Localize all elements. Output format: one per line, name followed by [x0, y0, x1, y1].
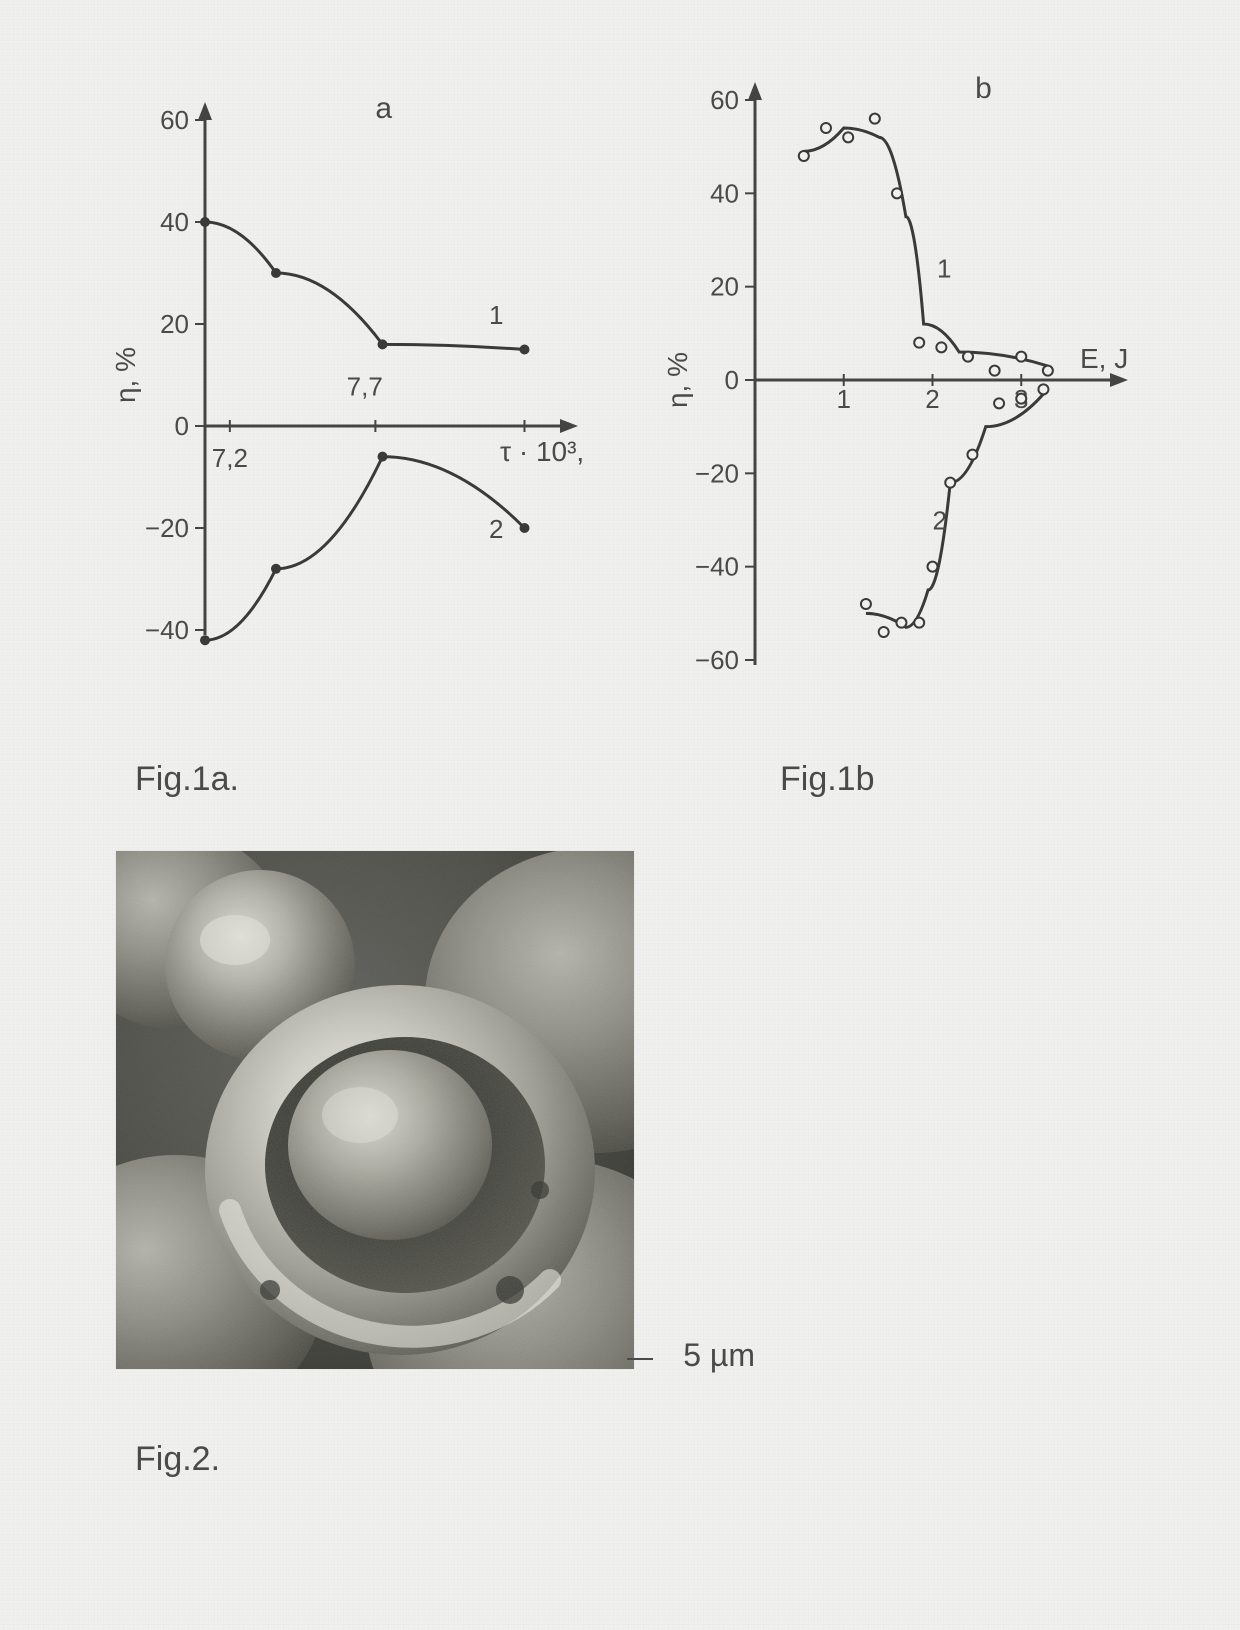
page: −40−200204060η, %τ · 10³, sa7,27,712 −60…: [0, 0, 1240, 1630]
chart-a: −40 −20 0 20 40 60 η, % τ · 10³, s a 7,2 7,7 1 2: [110, 90, 590, 660]
scale-tick: [627, 1358, 653, 1360]
caption-fig1b: Fig.1b: [780, 760, 875, 799]
caption-fig2: Fig.2.: [135, 1440, 220, 1479]
svg-text:40: 40: [710, 178, 739, 208]
chart-b-svg: −60−40−200204060123η, %E, Jb12: [660, 70, 1140, 690]
svg-text:−60: −60: [695, 645, 739, 675]
microscopy-image: 5 µm: [115, 850, 635, 1370]
svg-text:2: 2: [933, 505, 947, 535]
svg-text:1: 1: [937, 253, 951, 283]
svg-text:b: b: [975, 72, 992, 105]
svg-text:−40: −40: [145, 615, 189, 645]
svg-text:60: 60: [160, 105, 189, 135]
svg-text:40: 40: [160, 207, 189, 237]
svg-text:20: 20: [160, 309, 189, 339]
svg-text:7,2: 7,2: [212, 443, 248, 473]
svg-text:−20: −20: [145, 513, 189, 543]
svg-text:2: 2: [489, 514, 503, 544]
chart-a-svg: −40 −20 0 20 40 60 η, % τ · 10³, s a 7,2 7,7 1 2: [110, 90, 590, 660]
svg-text:−20: −20: [695, 458, 739, 488]
svg-text:2: 2: [925, 384, 939, 414]
svg-text:E, J: E, J: [1080, 343, 1128, 374]
svg-text:20: 20: [710, 272, 739, 302]
svg-text:η, %: η, %: [110, 347, 141, 403]
caption-fig1a: Fig.1a.: [135, 760, 239, 799]
svg-text:1: 1: [837, 384, 851, 414]
svg-text:7,7: 7,7: [347, 371, 383, 401]
chart-b: −60−40−200204060123η, %E, Jb12: [660, 70, 1140, 690]
svg-text:0: 0: [725, 365, 739, 395]
scale-label: 5 µm: [683, 1337, 755, 1374]
svg-text:0: 0: [175, 411, 189, 441]
svg-text:τ · 10³, s: τ · 10³, s: [500, 436, 590, 467]
svg-text:−40: −40: [695, 552, 739, 582]
svg-text:a: a: [375, 92, 392, 125]
svg-text:1: 1: [489, 300, 503, 330]
svg-text:60: 60: [710, 85, 739, 115]
microscopy-svg: [115, 850, 635, 1370]
svg-text:η, %: η, %: [662, 352, 693, 408]
